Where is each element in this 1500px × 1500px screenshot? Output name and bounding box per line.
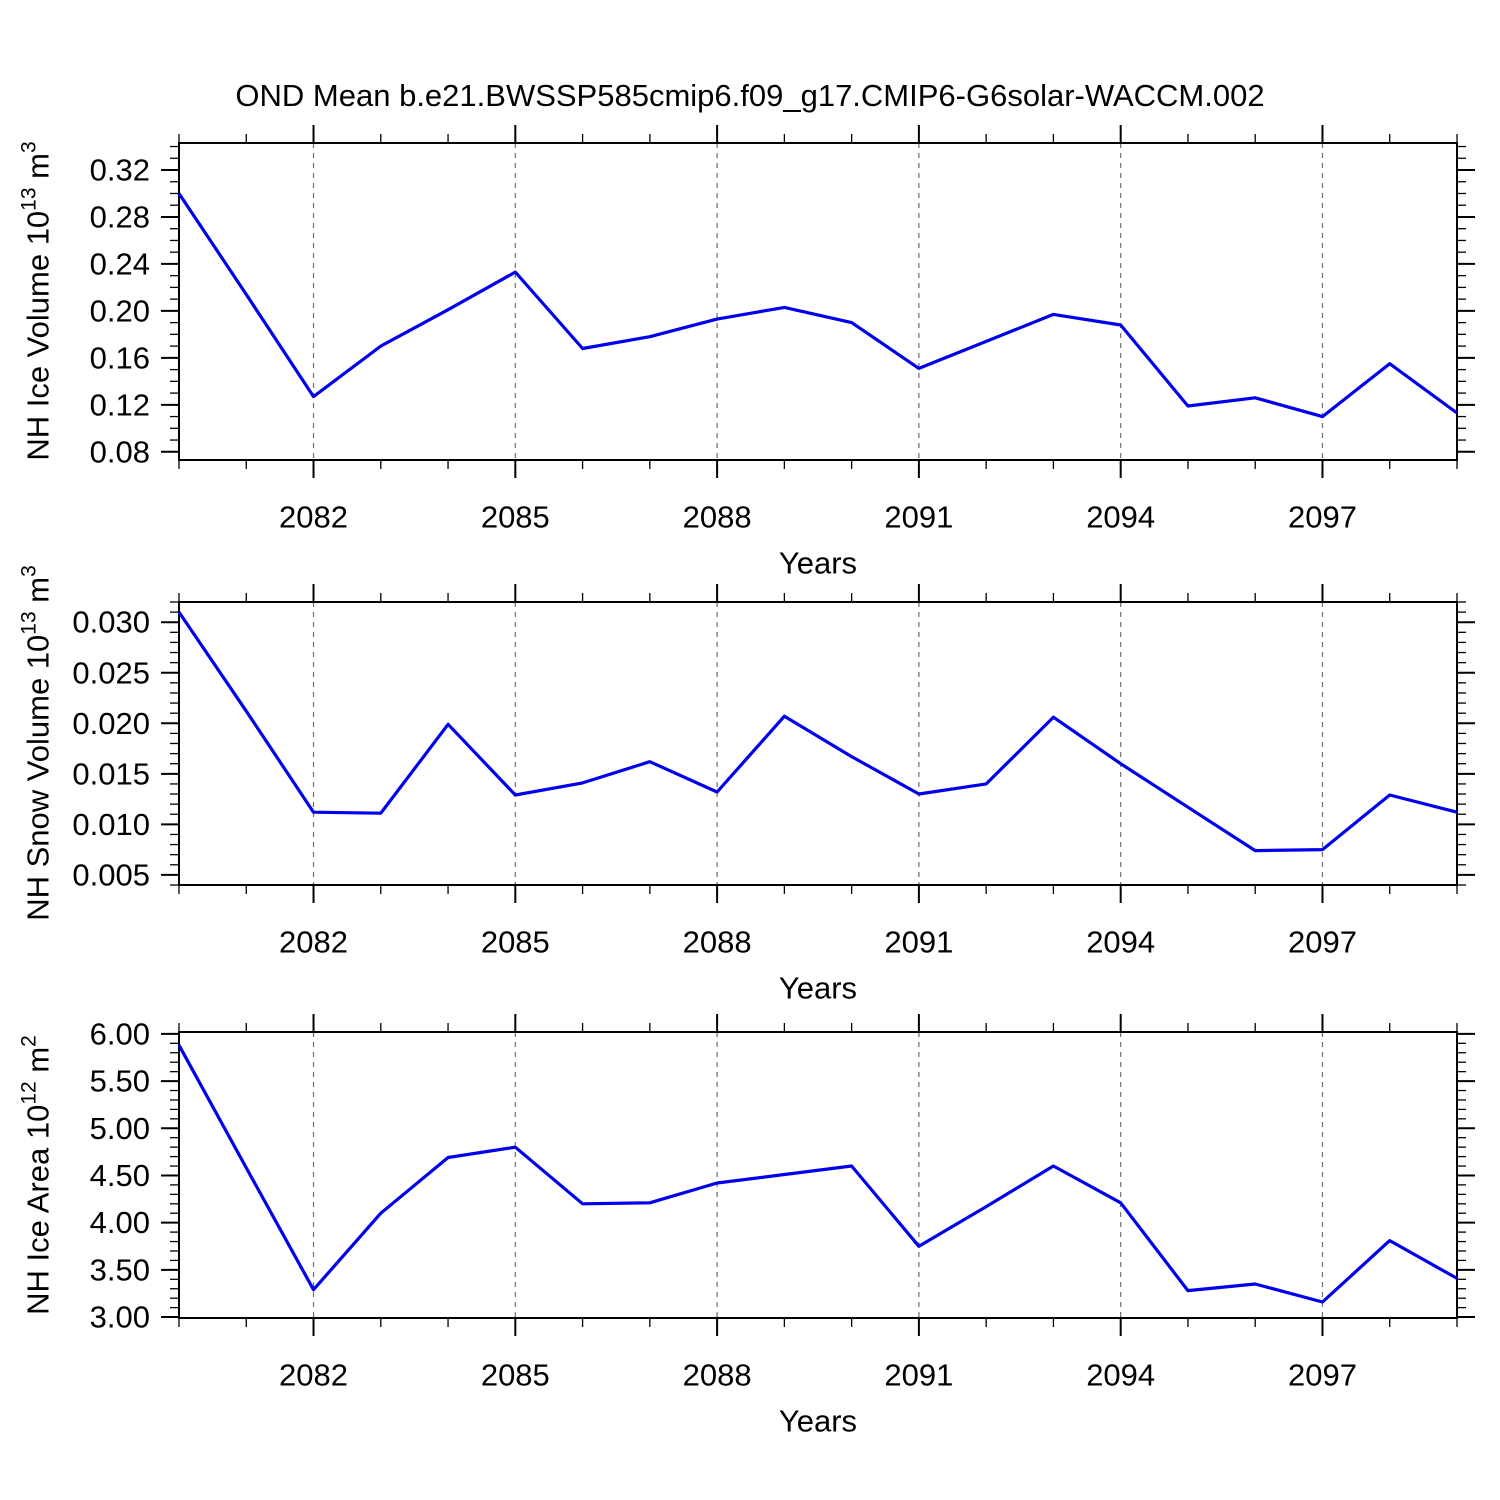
data-line-nh-snow-volume <box>177 611 1458 853</box>
y-tick-label: 5.00 <box>90 1111 150 1146</box>
y-tick-label: 0.24 <box>90 246 150 281</box>
y-tick-label: 0.020 <box>72 706 150 741</box>
y-tick-label: 3.50 <box>90 1252 150 1287</box>
data-line-nh-ice-area <box>177 1044 1458 1304</box>
y-tick-label: 5.50 <box>90 1064 150 1099</box>
y-tick-label: 4.00 <box>90 1205 150 1240</box>
x-tick-label: 2094 <box>1086 925 1155 960</box>
x-tick-label: 2097 <box>1288 1358 1357 1393</box>
chart-panel-nh-snow-volume: 2082 2085 2088 2091 2094 2097 0.005 0.010 0.015 0… <box>72 584 1475 1006</box>
x-tick-label: 2094 <box>1086 500 1155 535</box>
x-axis-title: Years <box>779 971 857 1006</box>
x-tick-label: 2091 <box>884 500 953 535</box>
y-tick-label: 0.32 <box>90 153 150 188</box>
y-tick-label: 0.28 <box>90 199 150 234</box>
y-tick-label: 0.08 <box>90 434 150 469</box>
x-tick-label: 2097 <box>1288 500 1357 535</box>
x-axis-title: Years <box>779 546 857 581</box>
plot-border <box>178 1031 1458 1319</box>
x-tick-label: 2082 <box>279 925 348 960</box>
x-tick-label: 2082 <box>279 1358 348 1393</box>
y-tick-label: 0.20 <box>90 293 150 328</box>
data-line-nh-ice-volume <box>177 192 1458 419</box>
plot-title: OND Mean b.e21.BWSSP585cmip6.f09_g17.CMI… <box>235 78 1265 113</box>
x-tick-label: 2091 <box>884 1358 953 1393</box>
x-tick-label: 2088 <box>683 500 752 535</box>
y-tick-label: 4.50 <box>90 1158 150 1193</box>
x-tick-label: 2094 <box>1086 1358 1155 1393</box>
x-tick-label: 2088 <box>683 925 752 960</box>
y-tick-label: 6.00 <box>90 1016 150 1051</box>
y-tick-label: 0.025 <box>72 655 150 690</box>
x-tick-label: 2085 <box>481 1358 550 1393</box>
chart-panel-nh-ice-area: 2082 2085 2088 2091 2094 2097 3.00 3.50 4.00 4.50… <box>90 1014 1475 1439</box>
x-tick-label: 2082 <box>279 500 348 535</box>
x-tick-label: 2097 <box>1288 925 1357 960</box>
plot-border <box>178 142 1458 461</box>
chart-panel-nh-ice-volume: 2082 2085 2088 2091 2094 2097 0.08 0.12 0.16 0.20… <box>90 125 1475 581</box>
x-tick-label: 2091 <box>884 925 953 960</box>
y-tick-label: 0.16 <box>90 340 150 375</box>
x-tick-label: 2085 <box>481 925 550 960</box>
y-tick-label: 0.010 <box>72 807 150 842</box>
y-tick-label: 3.00 <box>90 1300 150 1335</box>
x-tick-label: 2088 <box>683 1358 752 1393</box>
x-tick-label: 2085 <box>481 500 550 535</box>
y-tick-label: 0.015 <box>72 756 150 791</box>
plot-border <box>178 601 1458 886</box>
y-tick-label: 0.005 <box>72 857 150 892</box>
x-axis-title: Years <box>779 1404 857 1439</box>
y-tick-label: 0.12 <box>90 387 150 422</box>
y-tick-label: 0.030 <box>72 605 150 640</box>
